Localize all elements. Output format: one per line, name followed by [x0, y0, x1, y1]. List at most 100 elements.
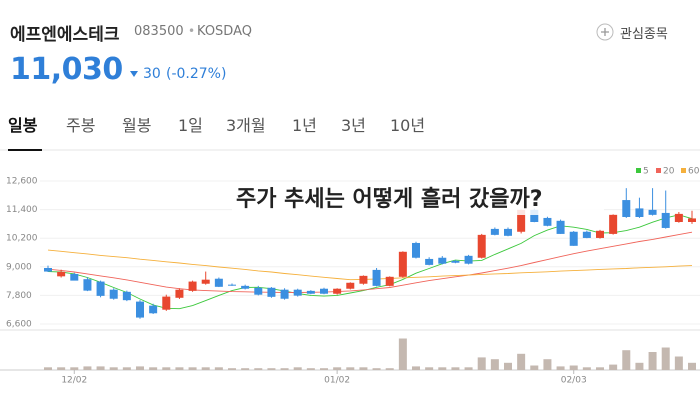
volume-bar — [188, 367, 197, 370]
candle-body — [162, 296, 171, 310]
volume-bar — [122, 367, 131, 370]
volume-bar — [412, 366, 420, 370]
legend-swatch — [681, 168, 686, 173]
period-tab[interactable]: 1일 — [178, 116, 203, 135]
candle-body — [622, 200, 631, 217]
volume-bar — [44, 367, 52, 370]
period-tab[interactable]: 1년 — [292, 116, 317, 135]
volume-bar — [609, 364, 618, 370]
candle-body — [149, 305, 158, 314]
volume-bar — [596, 367, 604, 370]
volume-bar — [504, 362, 512, 370]
legend-label: 20 — [663, 167, 675, 177]
candle-body — [661, 212, 670, 228]
volume-bar — [293, 367, 302, 370]
volume-bar — [477, 357, 486, 370]
period-tab[interactable]: 3개월 — [226, 116, 266, 135]
volume-bar — [267, 368, 276, 370]
volume-bar — [464, 367, 473, 370]
candle-body — [464, 255, 473, 264]
candle-body — [254, 287, 263, 295]
period-tab[interactable]: 월봉 — [122, 116, 152, 135]
volume-bar — [556, 366, 565, 370]
volume-bar — [635, 362, 644, 370]
volume-bar — [359, 367, 368, 370]
volume-bar — [228, 368, 236, 370]
volume-bar — [490, 359, 499, 370]
legend-label: 5 — [643, 167, 649, 177]
candle-body — [556, 220, 565, 234]
candle-body — [57, 271, 66, 277]
volume-bar — [622, 350, 631, 370]
candle-body — [228, 284, 236, 286]
candle-body — [267, 287, 276, 297]
y-tick-label: 11,400 — [6, 205, 38, 215]
volume-bar — [451, 367, 460, 370]
candle-body — [477, 234, 486, 258]
annotation-box — [232, 183, 604, 215]
plus-icon[interactable] — [596, 23, 614, 41]
candle-body — [609, 214, 618, 234]
candle-body — [96, 281, 105, 296]
candle-body — [241, 285, 250, 289]
candle-body — [306, 290, 315, 294]
volume-bar — [333, 367, 342, 370]
candle-body — [109, 289, 118, 299]
volume-bar — [398, 338, 407, 370]
candle-body — [451, 260, 460, 263]
legend-swatch — [636, 168, 641, 173]
volume-bar — [425, 367, 434, 370]
candle-body — [372, 269, 381, 286]
volume-bar — [162, 367, 171, 370]
candle-body — [280, 289, 289, 299]
volume-bar — [320, 368, 328, 370]
volume-bar — [306, 368, 315, 370]
volume-bar — [214, 367, 223, 370]
candle-body — [596, 230, 604, 238]
volume-bar — [241, 368, 250, 370]
x-tick-label: 02/03 — [561, 376, 587, 386]
candle-body — [582, 231, 591, 238]
y-tick-label: 12,600 — [6, 177, 38, 187]
candle-body — [359, 275, 368, 284]
candle-body — [44, 267, 52, 272]
y-tick-label: 10,200 — [6, 234, 38, 244]
volume-bar — [582, 367, 591, 370]
moving-average-line — [47, 214, 693, 310]
watch-button[interactable]: 관심종목 — [620, 27, 668, 42]
candle-body — [688, 218, 696, 222]
y-tick-label: 9,000 — [6, 262, 32, 272]
moving-average-line — [47, 231, 693, 293]
candle-body — [438, 257, 447, 264]
volume-bar — [674, 356, 683, 370]
candle-body — [412, 242, 420, 258]
volume-bar — [385, 368, 394, 370]
volume-bar — [96, 366, 105, 370]
volume-bar — [438, 367, 447, 370]
candle-body — [175, 289, 184, 298]
candle-body — [346, 282, 355, 289]
legend-label: 60 — [688, 167, 700, 177]
y-tick-label: 7,800 — [6, 291, 32, 301]
volume-bar — [543, 359, 552, 370]
candle-body — [425, 258, 434, 265]
candle-body — [635, 208, 644, 217]
x-tick-label: 01/02 — [324, 376, 350, 386]
volume-bar — [280, 368, 289, 370]
candle-body — [122, 291, 131, 301]
moving-average-line — [47, 249, 693, 281]
period-tab[interactable]: 10년 — [390, 116, 426, 135]
period-tab[interactable]: 3년 — [341, 116, 366, 135]
period-tab[interactable]: 주봉 — [66, 116, 96, 135]
price-change: 30 — [143, 66, 161, 82]
volume-bar — [517, 353, 526, 370]
volume-bar — [109, 367, 118, 370]
candle-body — [333, 288, 342, 294]
volume-bar — [530, 365, 539, 370]
volume-bar — [648, 352, 657, 370]
volume-bar — [372, 368, 381, 370]
price-change-pct: (-0.27%) — [166, 66, 227, 82]
period-tab[interactable]: 일봉 — [8, 116, 38, 135]
candle-body — [504, 228, 512, 236]
volume-bar — [57, 367, 66, 370]
